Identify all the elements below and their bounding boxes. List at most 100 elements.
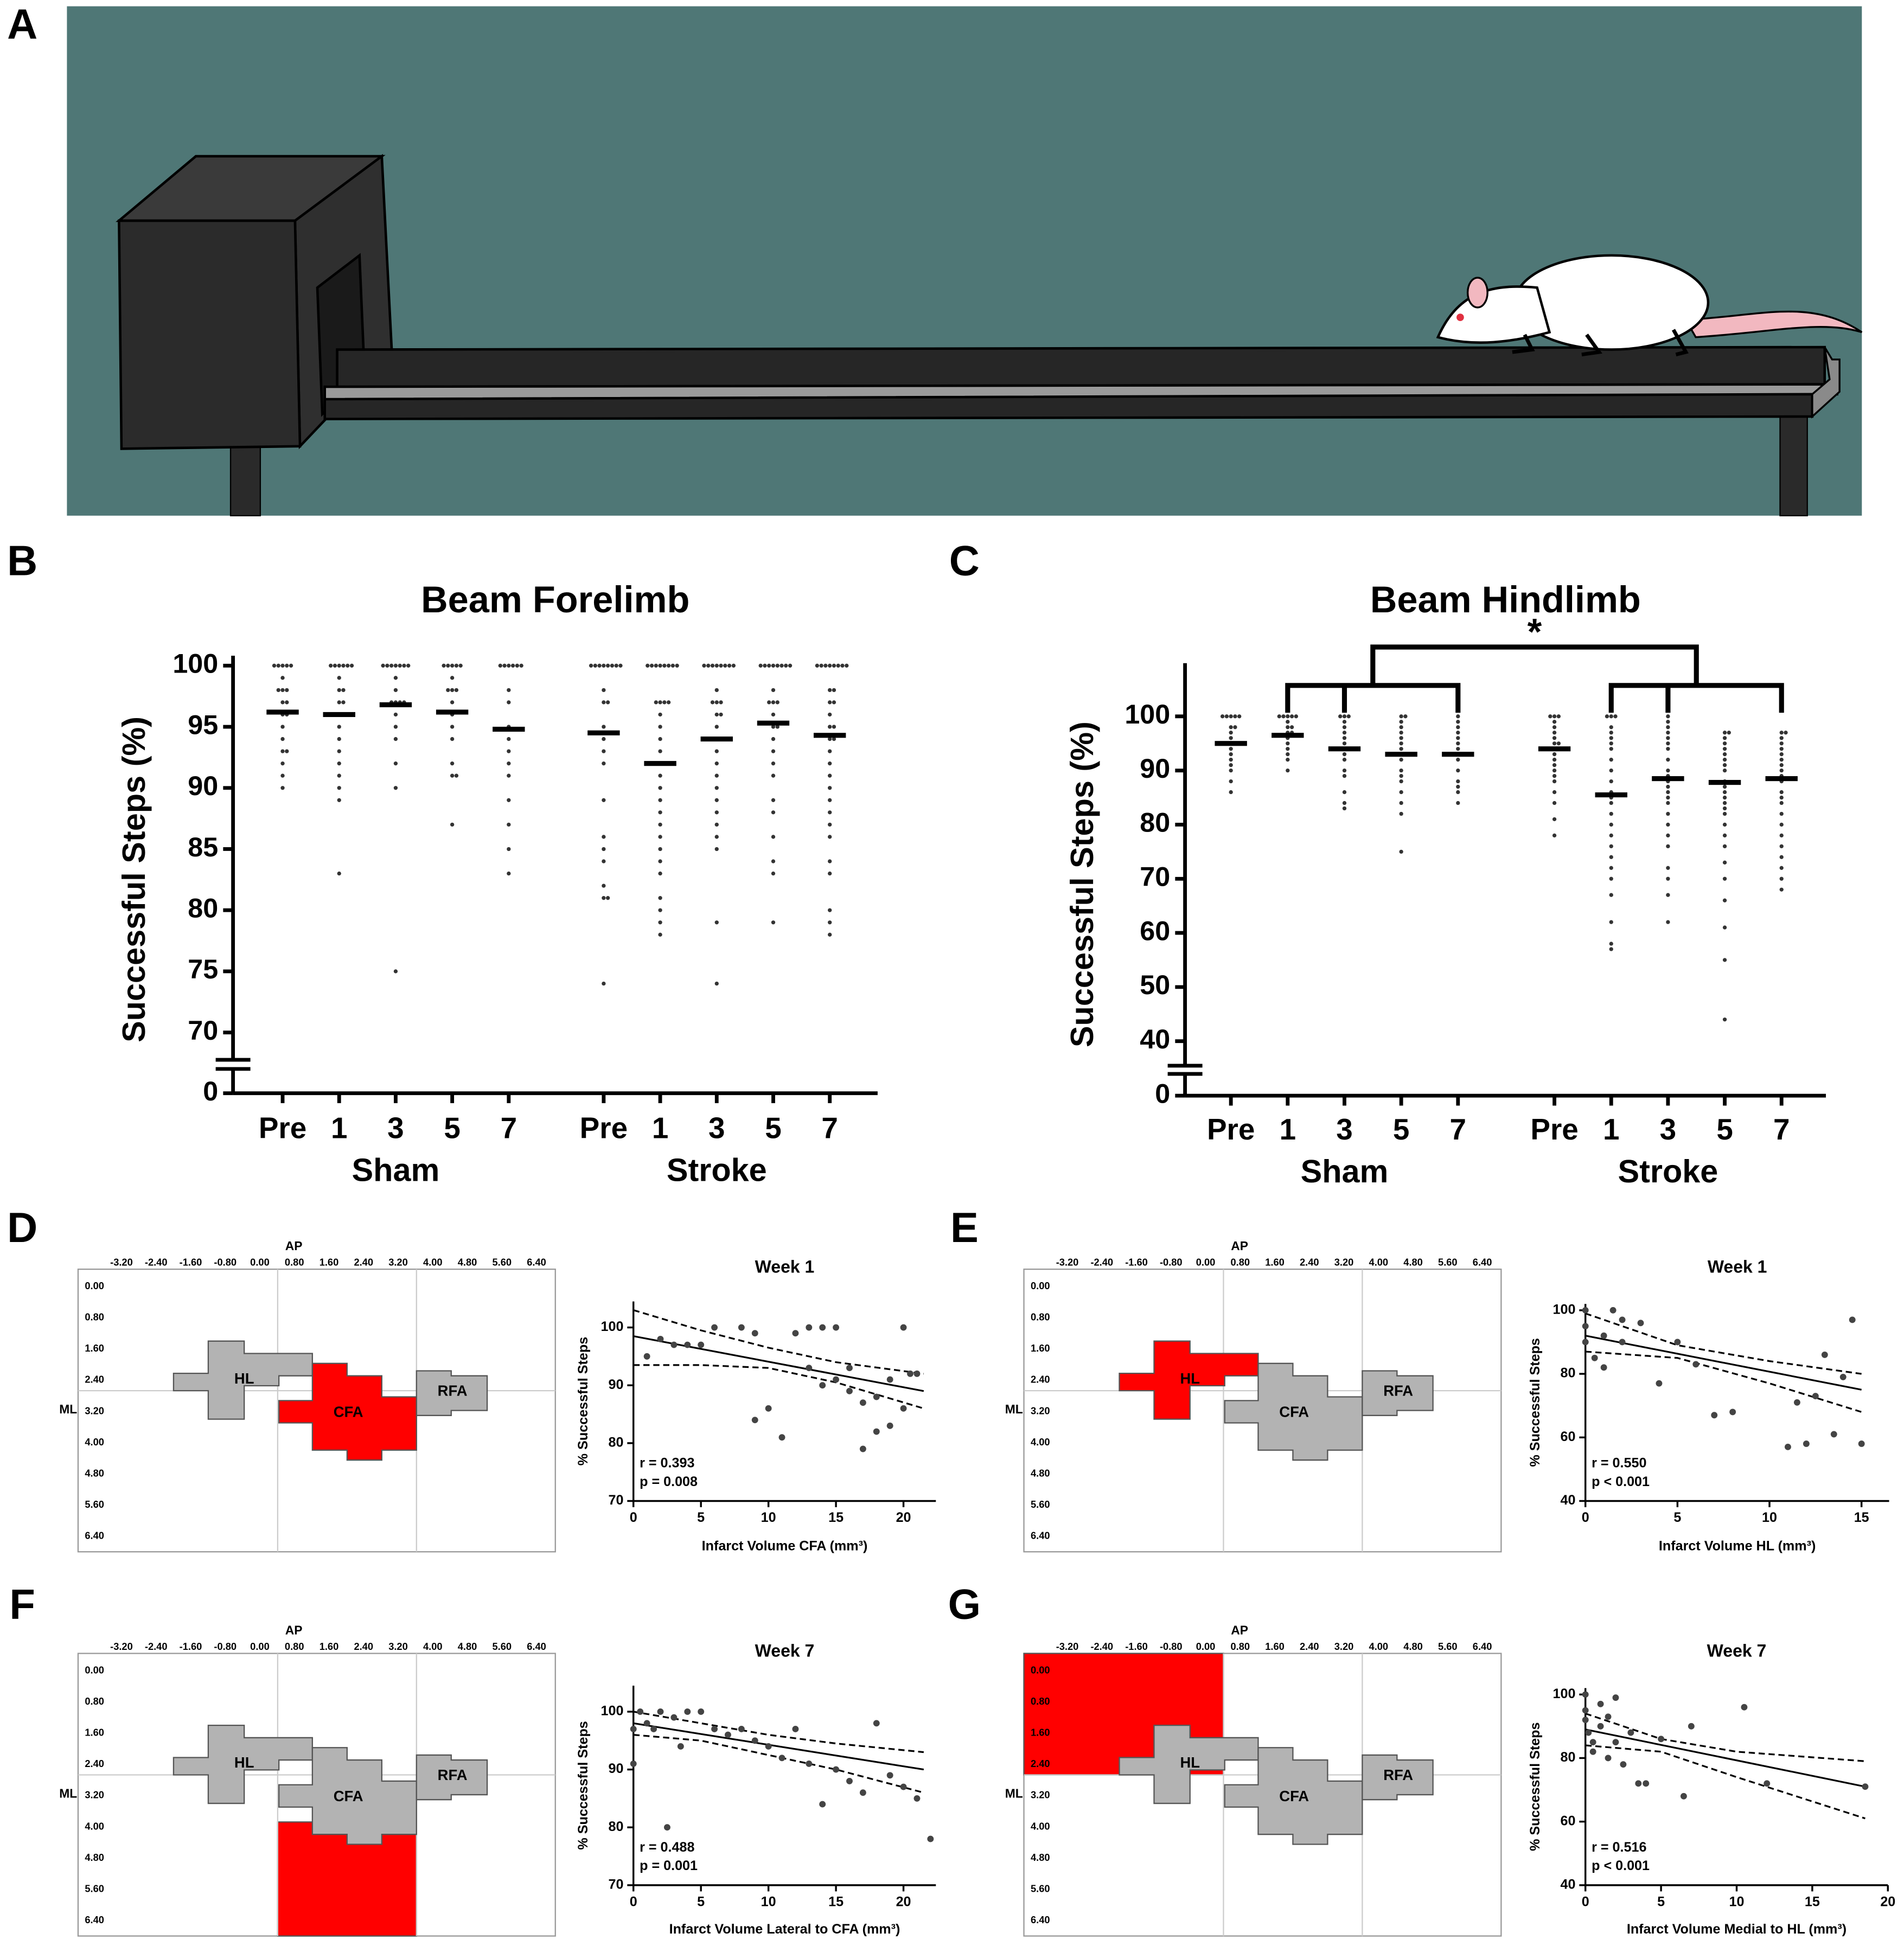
ml-tick-label: 4.80 (1031, 1467, 1050, 1478)
data-point (454, 688, 459, 693)
data-point (280, 676, 285, 680)
data-point (1666, 784, 1670, 789)
rat-legs (1512, 329, 1689, 357)
x-tick-label: 5 (1657, 1894, 1665, 1910)
ap-tick-label: -2.40 (1090, 1257, 1113, 1268)
data-point (751, 1330, 758, 1337)
data-point (341, 663, 346, 668)
beam-bottom (323, 393, 1814, 420)
mean-bar (1765, 776, 1798, 782)
mean-bar (1272, 733, 1304, 738)
data-point (1591, 1354, 1598, 1361)
region-label: CFA (1279, 1788, 1309, 1804)
brain-map: AP -3.20 -2.40 -1.60 -0.80 0.00 0.80 1.60 2.40 3.… (59, 1623, 556, 1937)
data-point (1552, 725, 1557, 729)
ml-tick-label: 0.00 (1031, 1664, 1050, 1675)
data-point (1289, 714, 1294, 719)
data-point (823, 663, 828, 668)
data-point (719, 712, 723, 717)
data-point (1548, 714, 1552, 719)
y-tick-label: 100 (601, 1319, 624, 1334)
data-point (1722, 898, 1727, 902)
data-point (285, 688, 289, 693)
data-point (1286, 741, 1290, 746)
ap-axis-label: AP (1231, 1239, 1248, 1253)
data-point (602, 981, 606, 986)
data-point (1552, 752, 1557, 757)
data-point (280, 688, 285, 693)
mean-bar (493, 726, 525, 732)
data-point (846, 1777, 853, 1784)
ap-tick-label: 4.80 (458, 1641, 477, 1652)
data-point (1281, 714, 1286, 719)
ap-tick-label: 0.80 (1231, 1257, 1250, 1268)
data-point (658, 810, 662, 815)
ap-tick-label: 0.00 (1196, 1641, 1216, 1652)
ap-tick-label: -1.60 (180, 1641, 202, 1652)
data-point (1619, 1339, 1626, 1346)
data-point (658, 859, 662, 863)
data-point (765, 1743, 772, 1750)
data-point (393, 663, 398, 668)
ap-tick-label: -0.80 (1160, 1641, 1183, 1652)
data-point (1609, 725, 1613, 729)
data-point (771, 810, 776, 815)
data-point (1722, 731, 1727, 735)
x-tick-label: 3 (1336, 1112, 1353, 1146)
data-point (1722, 958, 1727, 962)
data-point (649, 663, 654, 668)
data-point (1674, 1339, 1681, 1346)
data-point (828, 737, 832, 741)
cortical-region (1119, 1724, 1259, 1804)
data-point (670, 663, 675, 668)
data-point (393, 725, 398, 729)
data-point (714, 773, 719, 778)
data-point (698, 1341, 705, 1348)
x-tick-label: 7 (1773, 1112, 1790, 1146)
y-axis-label: % Successful Steps (1528, 1338, 1543, 1467)
data-point (502, 663, 507, 668)
ml-tick-label: 4.80 (85, 1467, 104, 1478)
data-point (337, 798, 341, 802)
data-point (775, 663, 780, 668)
chart-title: Week 7 (755, 1641, 815, 1661)
chart-title: Beam Forelimb (421, 579, 689, 620)
x-tick-label: 1 (331, 1111, 348, 1145)
y-tick-label: 80 (608, 1819, 623, 1834)
data-point (1722, 822, 1727, 827)
data-point (1779, 736, 1784, 740)
y-tick-label: 90 (1140, 753, 1170, 784)
data-point (658, 920, 662, 925)
ap-tick-label: -2.40 (145, 1641, 168, 1652)
ml-tick-label: 0.80 (1031, 1311, 1050, 1323)
data-point (1237, 714, 1242, 719)
y-tick-label: 85 (188, 831, 218, 862)
x-tick-label: 20 (896, 1510, 911, 1525)
data-point (337, 676, 341, 680)
x-tick-label: 15 (1854, 1510, 1869, 1525)
data-point (1399, 736, 1403, 740)
data-point (658, 725, 662, 729)
data-point (771, 859, 776, 863)
data-point (402, 663, 406, 668)
data-point (1229, 752, 1233, 757)
data-point (662, 663, 667, 668)
data-point (828, 810, 832, 815)
data-point (507, 749, 511, 753)
y-tick-label: 40 (1560, 1877, 1575, 1892)
data-point (1286, 752, 1290, 757)
data-point (1286, 768, 1290, 773)
data-point (1609, 758, 1613, 762)
x-tick-label: 15 (828, 1894, 844, 1910)
data-point (337, 773, 341, 778)
ml-tick-label: 6.40 (1031, 1914, 1050, 1925)
y-tick-label: 100 (172, 648, 218, 679)
data-point (657, 1335, 664, 1342)
y-tick-label: 0 (203, 1076, 218, 1106)
confidence-band (1585, 1313, 1862, 1375)
ml-tick-label: 0.80 (85, 1311, 104, 1323)
y-axis-label: % Successful Steps (576, 1721, 591, 1849)
data-point (450, 700, 455, 705)
scatter-chart: Week 7 Infarct Volume Lateral to CFA (mm³… (576, 1641, 936, 1937)
data-point (1656, 1380, 1663, 1387)
